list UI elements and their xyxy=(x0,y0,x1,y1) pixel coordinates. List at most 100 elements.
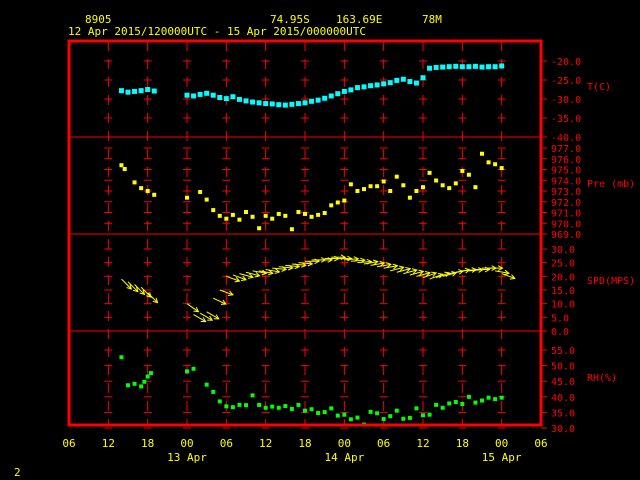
wind-arrow xyxy=(259,269,274,276)
wind-arrow-shaft xyxy=(422,272,437,279)
y-tick-label: 10.0 xyxy=(551,300,575,311)
temperature-point xyxy=(250,99,256,105)
x-tick-label: 06 xyxy=(534,437,547,450)
temperature-point xyxy=(374,82,380,88)
wind-arrow-shaft xyxy=(278,266,293,269)
wind-arrow-shaft xyxy=(495,270,509,274)
wind-arrow-head xyxy=(234,277,241,283)
pressure-point xyxy=(152,192,157,197)
pressure-point xyxy=(211,208,216,213)
x-tick-label: 18 xyxy=(141,437,154,450)
pressure-point xyxy=(499,166,504,171)
wind-arrow-shaft xyxy=(272,267,287,270)
pressure-point xyxy=(263,213,268,218)
wind-arrow-head xyxy=(274,268,281,275)
humidity-point xyxy=(473,400,478,405)
wind-arrow-head xyxy=(193,306,200,313)
wind-arrow-head xyxy=(497,265,504,271)
temperature-point xyxy=(282,102,288,108)
wind-arrow-shaft xyxy=(265,269,280,273)
x-tick-label: 12 xyxy=(102,437,115,450)
y-tick-label: 45.0 xyxy=(551,377,575,388)
pressure-point xyxy=(381,179,386,184)
pressure-point xyxy=(185,195,189,200)
humidity-point xyxy=(421,413,425,418)
wind-arrow-head xyxy=(241,275,248,282)
wind-arrow-shaft xyxy=(134,284,145,295)
panel-label: SPD(MPS) xyxy=(587,276,635,287)
temperature-point xyxy=(210,92,216,98)
elevation: 78M xyxy=(422,13,442,26)
humidity-point xyxy=(375,411,380,416)
y-tick-label: 974.0 xyxy=(551,176,581,187)
wind-arrow-shaft xyxy=(501,273,515,279)
wind-arrow-shaft xyxy=(344,258,359,261)
pressure-point xyxy=(217,213,222,218)
series-layer xyxy=(118,63,516,427)
humidity-point xyxy=(335,413,340,418)
humidity-point xyxy=(368,409,373,414)
y-tick-label: -30.0 xyxy=(551,95,581,106)
pressure-point xyxy=(139,186,144,191)
humidity-point xyxy=(381,417,386,422)
wind-arrow xyxy=(429,273,444,280)
wind-arrow-head xyxy=(139,289,146,296)
wind-arrow-shaft xyxy=(357,260,372,264)
humidity-point xyxy=(427,412,432,417)
x-date-label: 13 Apr xyxy=(167,451,207,464)
humidity-point xyxy=(237,402,242,407)
pressure-point xyxy=(453,181,458,186)
pressure-point xyxy=(375,184,380,189)
pressure-point xyxy=(283,213,288,218)
humidity-point xyxy=(132,381,137,386)
temperature-point xyxy=(433,64,439,70)
humidity-point xyxy=(185,369,189,374)
temperature-point xyxy=(138,88,144,94)
temperature-point xyxy=(118,88,124,94)
pressure-point xyxy=(250,214,255,219)
y-tick-label: 20.0 xyxy=(551,272,575,283)
humidity-point xyxy=(466,394,471,399)
pressure-point xyxy=(401,183,406,188)
temperature-point xyxy=(217,94,223,100)
temperature-point xyxy=(125,89,131,95)
wind-arrow-shaft xyxy=(213,297,227,305)
plot-frame xyxy=(67,39,543,427)
temperature-point xyxy=(204,90,210,96)
y-tick-label: -20.0 xyxy=(551,57,581,68)
humidity-point xyxy=(394,408,399,413)
temperature-point xyxy=(322,95,328,101)
pressure-point xyxy=(145,189,150,193)
wind-arrow-head xyxy=(207,315,214,321)
humidity-point xyxy=(309,407,314,412)
wind-arrow xyxy=(232,274,248,282)
wind-arrow xyxy=(298,260,314,267)
wind-arrow-head xyxy=(372,259,379,266)
panel-label: Pre (mb) xyxy=(587,179,635,190)
wind-arrow-head xyxy=(504,269,510,276)
wind-arrow-shaft xyxy=(199,312,213,321)
y-tick-label: 30.0 xyxy=(551,245,575,256)
wind-arrow-head xyxy=(200,317,207,323)
wind-arrow-shaft xyxy=(121,278,132,290)
wind-arrow xyxy=(501,273,516,280)
humidity-point xyxy=(250,393,255,398)
pressure-point xyxy=(296,210,301,215)
wind-arrow xyxy=(193,314,207,323)
temperature-point xyxy=(413,80,419,86)
temperature-point xyxy=(341,88,347,94)
pressure-point xyxy=(362,187,366,192)
humidity-point xyxy=(447,401,452,406)
y-tick-label: 30.0 xyxy=(551,424,575,435)
wind-arrow-head xyxy=(347,255,353,262)
temperature-point xyxy=(368,83,374,89)
wind-arrow xyxy=(383,263,399,270)
temperature-point xyxy=(256,100,262,106)
wind-arrow-shaft xyxy=(383,265,398,269)
pressure-point xyxy=(335,200,340,205)
temperature-point xyxy=(361,84,367,90)
temperature-point xyxy=(289,101,295,107)
wind-arrow xyxy=(416,271,431,277)
panel-label: RH(%) xyxy=(587,373,617,384)
